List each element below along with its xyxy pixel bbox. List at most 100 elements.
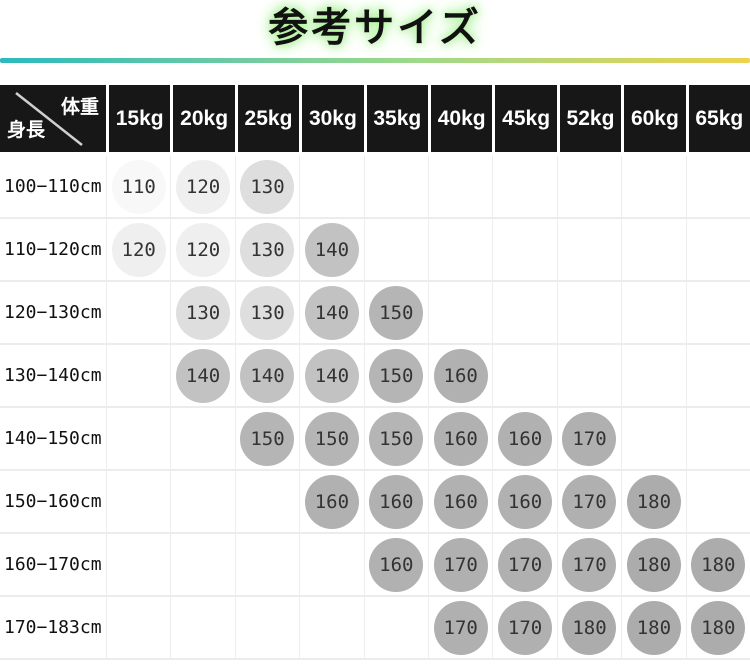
size-circle: 170 (498, 537, 553, 592)
size-cell (299, 156, 364, 219)
size-cell: 150 (299, 408, 364, 471)
size-cell: 180 (685, 597, 750, 660)
weight-column-header: 30kg (299, 85, 364, 156)
size-cell (234, 471, 300, 534)
size-cell: 170 (428, 597, 493, 660)
corner-label-height: 身長 (7, 120, 46, 141)
weight-column-header: 45kg (492, 85, 557, 156)
size-cell (428, 282, 493, 345)
gradient-divider (0, 58, 750, 63)
size-cell (170, 471, 235, 534)
size-circle: 180 (626, 537, 681, 592)
size-cell (106, 282, 171, 345)
size-cell (556, 156, 622, 219)
size-circle: 150 (369, 285, 424, 340)
size-circle: 160 (498, 411, 553, 466)
size-circle: 170 (498, 600, 553, 655)
size-table: 体重 身長 15kg 20kg 25kg 30kg 35kg 40kg 45kg 52kg 60… (0, 85, 750, 660)
size-cell: 160 (428, 471, 493, 534)
size-cell (363, 219, 428, 282)
height-row-label: 130−140cm (0, 345, 106, 408)
size-circle: 130 (240, 159, 295, 214)
size-cell (106, 408, 171, 471)
size-cell: 180 (685, 534, 750, 597)
height-row-label: 150−160cm (0, 471, 106, 534)
size-circle: 180 (562, 600, 617, 655)
size-cell: 140 (299, 282, 364, 345)
size-cell: 140 (170, 345, 235, 408)
size-cell: 130 (234, 156, 300, 219)
size-cell (170, 597, 235, 660)
size-circle: 150 (369, 348, 424, 403)
size-circle: 170 (562, 411, 617, 466)
size-circle: 180 (626, 600, 681, 655)
table-corner-cell: 体重 身長 (0, 85, 106, 156)
weight-column-header: 35kg (363, 85, 428, 156)
size-cell: 180 (621, 471, 686, 534)
size-cell: 120 (170, 156, 235, 219)
size-circle: 170 (433, 537, 488, 592)
size-cell: 170 (556, 408, 622, 471)
size-cell (106, 597, 171, 660)
size-cell (492, 345, 557, 408)
size-cell (685, 345, 750, 408)
size-cell (621, 219, 686, 282)
size-cell: 180 (621, 597, 686, 660)
size-cell: 150 (363, 408, 428, 471)
size-cell (556, 219, 622, 282)
size-cell (621, 408, 686, 471)
size-cell: 160 (492, 408, 557, 471)
size-cell: 180 (621, 534, 686, 597)
size-circle: 160 (369, 537, 424, 592)
weight-column-header: 52kg (556, 85, 622, 156)
size-cell (621, 156, 686, 219)
size-circle: 170 (433, 600, 488, 655)
size-circle: 160 (433, 348, 488, 403)
size-cell (685, 471, 750, 534)
corner-diagonal-line (15, 92, 83, 146)
size-circle: 150 (369, 411, 424, 466)
height-row-label: 100−110cm (0, 156, 106, 219)
size-cell: 160 (363, 471, 428, 534)
size-cell: 140 (234, 345, 300, 408)
size-cell (106, 345, 171, 408)
size-cell (299, 534, 364, 597)
weight-column-header: 20kg (170, 85, 235, 156)
size-circle: 170 (562, 474, 617, 529)
size-cell: 170 (556, 534, 622, 597)
size-cell: 160 (363, 534, 428, 597)
size-circle: 140 (304, 285, 359, 340)
size-cell (106, 471, 171, 534)
size-cell: 160 (428, 408, 493, 471)
size-circle: 120 (176, 159, 231, 214)
size-circle: 130 (240, 222, 295, 277)
size-cell (492, 282, 557, 345)
size-cell (492, 219, 557, 282)
size-circle: 180 (626, 474, 681, 529)
size-cell: 180 (556, 597, 622, 660)
size-cell (556, 282, 622, 345)
size-circle: 150 (304, 411, 359, 466)
weight-column-header: 15kg (106, 85, 171, 156)
size-cell: 170 (428, 534, 493, 597)
size-cell (685, 408, 750, 471)
height-row-label: 160−170cm (0, 534, 106, 597)
size-circle: 160 (433, 474, 488, 529)
size-cell: 140 (299, 219, 364, 282)
size-cell (299, 597, 364, 660)
size-circle: 120 (176, 222, 231, 277)
size-circle: 150 (240, 411, 295, 466)
size-cell: 120 (106, 219, 171, 282)
size-circle: 110 (111, 159, 166, 214)
size-cell (685, 219, 750, 282)
weight-column-header: 25kg (234, 85, 300, 156)
size-cell: 160 (299, 471, 364, 534)
size-cell (106, 534, 171, 597)
size-circle: 130 (176, 285, 231, 340)
size-cell: 150 (363, 282, 428, 345)
size-cell (621, 282, 686, 345)
size-cell: 160 (492, 471, 557, 534)
size-cell: 160 (428, 345, 493, 408)
size-cell (428, 156, 493, 219)
